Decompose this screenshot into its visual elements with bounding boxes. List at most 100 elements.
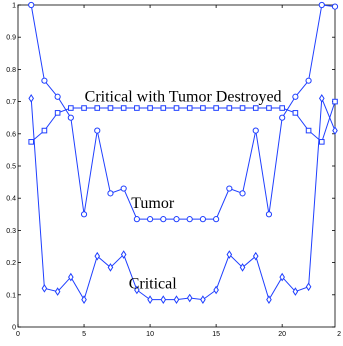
data-point-circle: [54, 93, 61, 100]
axis-ticks: 00.10.20.30.40.50.60.70.80.910 5 10 15 20 2: [6, 3, 341, 339]
annotation-label: Critical with Tumor Destroyed: [85, 89, 282, 106]
y-tick-label: 0.2: [6, 260, 16, 267]
data-point-diamond: [173, 295, 180, 304]
data-point-square: [28, 139, 35, 145]
data-point-diamond: [305, 282, 312, 292]
data-point-diamond: [160, 295, 167, 304]
data-point-circle: [133, 216, 140, 223]
series-diamond-group: [28, 94, 338, 304]
data-point-square: [292, 110, 299, 116]
data-point-diamond: [252, 251, 259, 261]
data-point-square: [81, 105, 87, 111]
data-point-diamond: [147, 295, 153, 304]
data-point-circle: [213, 216, 220, 223]
data-point-square: [120, 105, 127, 111]
data-point-diamond: [200, 295, 206, 304]
series-square-group: [28, 98, 338, 145]
data-point-diamond: [266, 295, 272, 304]
data-point-diamond: [54, 287, 61, 296]
data-point-diamond: [213, 285, 219, 295]
data-point-circle: [239, 190, 246, 197]
data-point-square: [305, 127, 312, 134]
data-point-circle: [226, 185, 233, 192]
data-point-circle: [41, 77, 48, 84]
data-point-circle: [173, 216, 180, 223]
data-point-diamond: [239, 263, 246, 272]
data-point-diamond: [41, 284, 48, 293]
data-point-circle: [160, 216, 167, 223]
data-point-square: [186, 105, 193, 111]
data-point-circle: [279, 114, 286, 121]
data-point-circle: [252, 127, 259, 134]
data-point-diamond: [68, 272, 74, 282]
data-point-square: [173, 105, 180, 111]
y-tick-label: 0.7: [6, 99, 16, 106]
data-point-circle: [199, 216, 207, 223]
data-point-diamond: [134, 285, 140, 295]
data-point-circle: [305, 77, 312, 84]
data-point-circle: [186, 216, 193, 223]
data-point-square: [279, 105, 285, 111]
data-point-diamond: [318, 94, 325, 103]
data-point-diamond: [120, 250, 127, 259]
data-point-square: [266, 105, 272, 111]
y-tick-label: 1: [12, 3, 16, 10]
y-tick-label: 0.4: [6, 196, 16, 203]
x-tick-label: 20: [278, 331, 286, 338]
data-point-square: [200, 105, 206, 111]
series-line: [30, 98, 336, 301]
y-tick-label: 0.3: [6, 228, 16, 235]
data-point-diamond: [81, 295, 87, 304]
series-line: [30, 4, 336, 220]
data-point-diamond: [186, 293, 193, 303]
annotation-label: Tumor: [131, 195, 175, 212]
data-point-square: [147, 105, 153, 111]
x-edge-tick-label: 2: [337, 331, 341, 338]
data-point-square: [160, 105, 167, 111]
data-point-circle: [265, 211, 273, 218]
data-point-circle: [292, 93, 299, 100]
data-point-diamond: [94, 251, 101, 261]
data-point-square: [107, 105, 114, 111]
data-point-circle: [318, 1, 325, 9]
data-point-diamond: [279, 272, 285, 282]
series-circle-group: [28, 1, 339, 223]
data-point-diamond: [332, 126, 338, 135]
data-point-circle: [80, 211, 88, 218]
data-point-diamond: [226, 250, 233, 259]
annotation-label: Critical: [129, 275, 178, 292]
y-tick-label: 0.6: [6, 131, 16, 138]
series-layer: [28, 1, 339, 304]
annotation-layer: Critical with Tumor Destroyed Tumor Critic…: [85, 89, 282, 293]
y-tick-label: 0: [12, 325, 16, 332]
data-point-square: [318, 139, 325, 145]
data-point-circle: [120, 185, 127, 192]
x-tick-label: 5: [82, 331, 86, 338]
data-point-diamond: [292, 287, 299, 296]
data-point-square: [213, 105, 219, 111]
data-point-circle: [94, 127, 101, 134]
data-point-circle: [331, 3, 339, 10]
data-point-square: [41, 127, 48, 134]
data-point-square: [94, 105, 101, 111]
data-point-square: [54, 110, 61, 116]
series-line: [30, 101, 336, 143]
data-point-diamond: [28, 94, 35, 103]
x-tick-label: 15: [212, 331, 220, 338]
x-tick-label: 10: [146, 331, 154, 338]
data-point-square: [68, 105, 74, 111]
y-tick-label: 0.5: [6, 164, 16, 171]
data-point-diamond: [107, 263, 114, 272]
y-tick-label: 0.8: [6, 67, 16, 74]
x-tick-label: 0: [16, 331, 20, 338]
y-tick-label: 0.9: [6, 35, 16, 42]
y-tick-label: 0.1: [6, 292, 16, 299]
data-point-square: [252, 105, 259, 111]
data-point-circle: [107, 190, 114, 197]
data-point-circle: [67, 114, 74, 121]
data-point-square: [226, 105, 233, 111]
data-point-square: [239, 105, 246, 111]
data-point-circle: [146, 216, 154, 223]
data-point-square: [134, 105, 140, 111]
